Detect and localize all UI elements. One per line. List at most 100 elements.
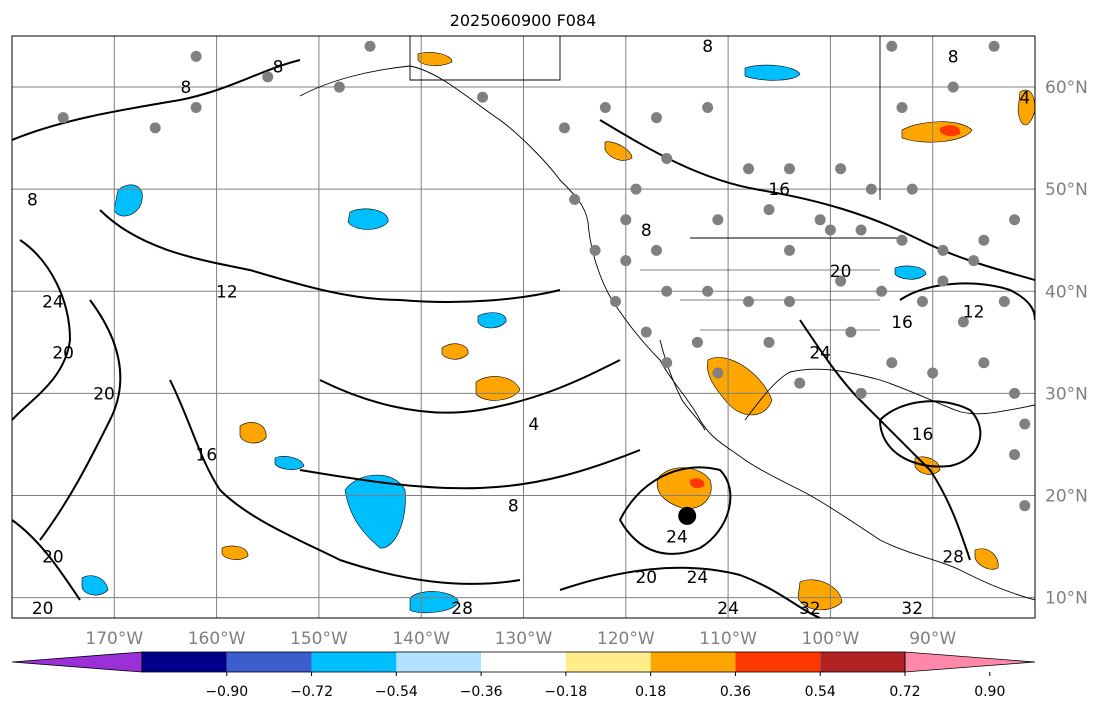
observation-point <box>190 101 202 113</box>
contour-label: 8 <box>508 497 519 517</box>
lon-tick-label: 90°W <box>909 629 956 649</box>
contour-line <box>169 379 521 585</box>
observation-point <box>835 275 847 287</box>
lat-tick-label: 40°N <box>1045 282 1088 302</box>
observation-point <box>569 193 581 205</box>
colorbar-tick-labels: −0.90 −0.72 −0.54 −0.36 −0.18 0.18 0.36 0.54 0.7… <box>205 672 1005 700</box>
colorbar-segment <box>565 652 651 672</box>
contour-label: 8 <box>27 190 38 210</box>
observation-point <box>1009 214 1021 226</box>
observation-point <box>937 275 949 287</box>
lon-tick-label: 110°W <box>699 629 757 649</box>
observation-point <box>691 336 703 348</box>
observation-point <box>957 316 969 328</box>
observation-point <box>1009 387 1021 399</box>
contour-line <box>319 359 621 414</box>
contour-label: 8 <box>180 78 191 98</box>
shade-patch <box>744 64 801 81</box>
observation-point <box>610 295 622 307</box>
observation-point <box>886 357 898 369</box>
contour-label: 20 <box>52 344 74 364</box>
observation-point <box>1019 418 1031 430</box>
contour-line <box>12 239 72 421</box>
observation-point <box>824 224 836 236</box>
observation-point <box>783 244 795 256</box>
contour-label: 32 <box>901 599 923 619</box>
observation-point <box>661 285 673 297</box>
lon-tick-label: 150°W <box>290 629 348 649</box>
colorbar-tick-label: −0.72 <box>290 684 333 700</box>
observation-point <box>661 357 673 369</box>
shade-patch <box>409 591 459 614</box>
storm-marker-layer <box>678 506 697 525</box>
contour-line <box>39 299 122 541</box>
observation-point <box>783 295 795 307</box>
shade-patch <box>417 52 453 66</box>
lon-tick-label: 140°W <box>392 629 450 649</box>
colorbar-segment <box>226 652 312 672</box>
observation-point <box>968 255 980 267</box>
observation-point <box>743 163 755 175</box>
observation-point <box>865 183 877 195</box>
contour-label: 12 <box>216 282 238 302</box>
colorbar-tick-label: 0.90 <box>974 684 1005 700</box>
shade-patch <box>113 184 143 217</box>
observation-point <box>814 214 826 226</box>
contour-label: 8 <box>702 37 713 57</box>
colorbar-tick-label: −0.18 <box>544 684 587 700</box>
lat-tick-label: 30°N <box>1045 384 1088 404</box>
contour-line <box>559 566 821 618</box>
boundary-alaska <box>409 36 561 81</box>
shade-patch <box>347 208 389 230</box>
observation-point <box>477 91 489 103</box>
colorbar-tick-label: −0.90 <box>205 684 248 700</box>
contour-label: 8 <box>641 221 652 241</box>
contour-label: 8 <box>948 47 959 67</box>
shade-patch <box>441 343 469 360</box>
shading-patches <box>81 52 1035 614</box>
observation-point <box>1019 500 1031 512</box>
colorbar <box>11 651 1036 673</box>
colorbar-segment <box>820 652 905 672</box>
observation-point <box>835 163 847 175</box>
contour-label: 32 <box>799 599 821 619</box>
observation-point <box>599 101 611 113</box>
shade-patch <box>690 478 705 489</box>
observation-point <box>763 336 775 348</box>
colorbar-segment <box>311 652 397 672</box>
contour-label: 16 <box>196 446 218 466</box>
colorbar-segment <box>396 652 482 672</box>
observation-point <box>896 234 908 246</box>
observation-point <box>998 295 1010 307</box>
colorbar-tick-label: 0.54 <box>805 684 836 700</box>
observation-point <box>650 112 662 124</box>
contour-label: 24 <box>809 344 831 364</box>
lat-tick-label: 50°N <box>1045 180 1088 200</box>
latitude-tick-labels: 60°N 50°N 40°N 30°N 20°N 10°N <box>1045 78 1088 609</box>
shade-patch <box>974 548 999 570</box>
shade-patch <box>81 575 109 596</box>
lon-tick-label: 100°W <box>802 629 860 649</box>
observation-point <box>620 255 632 267</box>
map-area: 8 8 8 12 24 20 20 16 20 20 4 8 8 8 8 4 16 20 12 16 24 16 24 20 2… <box>12 36 1035 619</box>
shade-patch <box>656 467 712 509</box>
shade-patch <box>239 422 267 444</box>
contour-label: 28 <box>451 599 473 619</box>
colorbar-extend-low <box>11 651 143 673</box>
contour-label: 20 <box>42 548 64 568</box>
contour-label: 16 <box>891 313 913 333</box>
observation-point <box>640 326 652 338</box>
observation-point <box>743 295 755 307</box>
observation-point <box>57 112 69 124</box>
observation-point <box>855 224 867 236</box>
observation-point <box>149 122 161 134</box>
observation-point <box>558 122 570 134</box>
colorbar-tick-label: 0.36 <box>720 684 751 700</box>
colorbar-frame <box>141 651 906 673</box>
contour-label: 16 <box>768 180 790 200</box>
coastline-gulf <box>744 368 1035 421</box>
storm-marker <box>678 506 697 525</box>
longitude-tick-labels: 170°W 160°W 150°W 140°W 130°W 120°W 110°W 100°W… <box>85 629 956 649</box>
observation-point <box>620 214 632 226</box>
